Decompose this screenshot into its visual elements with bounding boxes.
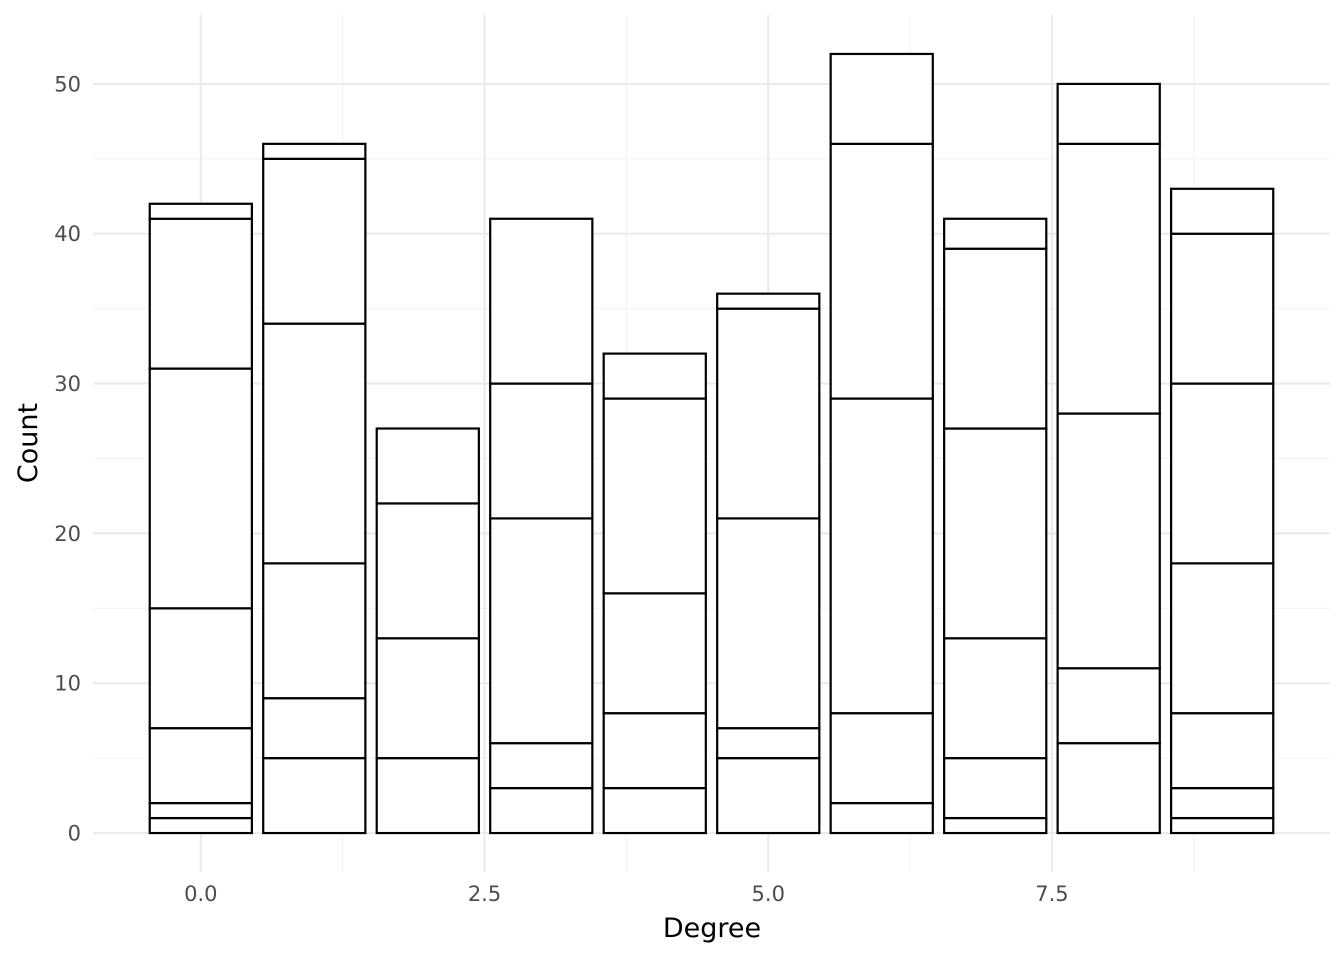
- bar-segment: [1170, 187, 1275, 235]
- bar-segment: [602, 397, 707, 595]
- bar-group: [262, 142, 367, 835]
- bar-segment: [1170, 712, 1275, 790]
- bar-segment: [375, 502, 480, 640]
- bar-segment: [262, 157, 367, 325]
- bar-group: [716, 292, 821, 835]
- bar-segment: [1056, 742, 1161, 835]
- bar-segment: [1170, 816, 1275, 835]
- bar-segment: [148, 202, 253, 220]
- bar-segment: [716, 727, 821, 760]
- bar-segment: [1170, 562, 1275, 715]
- x-tick-label: 0.0: [184, 882, 217, 906]
- bar-segment: [262, 757, 367, 835]
- bar-segment: [943, 637, 1048, 760]
- bar-group: [943, 217, 1048, 835]
- y-tick-label: 0: [68, 822, 81, 846]
- bar-segment: [489, 742, 594, 790]
- bar-segment: [1170, 232, 1275, 385]
- bar-segment: [489, 217, 594, 385]
- y-axis-title: Count: [13, 403, 44, 483]
- bar-group: [375, 427, 480, 835]
- x-tick-label: 7.5: [1035, 882, 1068, 906]
- bar-segment: [716, 757, 821, 835]
- bar-segment: [148, 816, 253, 835]
- y-tick-label: 20: [54, 522, 81, 546]
- bar-segment: [375, 427, 480, 505]
- bar-segment: [262, 322, 367, 565]
- bar-segment: [602, 712, 707, 790]
- bar-segment: [1056, 82, 1161, 145]
- bar-segment: [262, 562, 367, 700]
- bar-group: [829, 52, 934, 835]
- bar-segment: [716, 292, 821, 310]
- y-tick-label: 10: [54, 672, 81, 696]
- bar-segment: [148, 607, 253, 730]
- y-tick-label: 50: [54, 72, 81, 96]
- bar-segment: [1056, 667, 1161, 745]
- bar-segment: [375, 757, 480, 835]
- bar-segment: [148, 727, 253, 805]
- bar-segment: [829, 712, 934, 805]
- y-tick-label: 30: [54, 372, 81, 396]
- bar-segment: [1056, 412, 1161, 670]
- bar-segment: [716, 307, 821, 520]
- bar-segment: [489, 517, 594, 745]
- bar-segment: [148, 367, 253, 610]
- bar-segment: [1170, 786, 1275, 820]
- bars: [148, 52, 1275, 835]
- bar-segment: [148, 801, 253, 820]
- bar-segment: [375, 637, 480, 760]
- bar-segment: [829, 142, 934, 400]
- bar-segment: [943, 757, 1048, 820]
- x-axis-title: Degree: [663, 913, 761, 944]
- bar-segment: [829, 397, 934, 715]
- bar-segment: [602, 352, 707, 400]
- bar-segment: [1170, 382, 1275, 565]
- bar-segment: [829, 52, 934, 145]
- bar-segment: [943, 217, 1048, 250]
- bar-group: [1056, 82, 1161, 835]
- x-axis-tick-labels: 0.0 2.5 5.0 7.5: [184, 882, 1069, 906]
- bar-segment: [943, 247, 1048, 430]
- bar-segment: [943, 427, 1048, 640]
- bar-segment: [489, 382, 594, 520]
- bar-segment: [602, 592, 707, 715]
- x-tick-label: 2.5: [468, 882, 501, 906]
- bar-segment: [602, 786, 707, 835]
- bar-group: [489, 217, 594, 835]
- bar-segment: [829, 801, 934, 835]
- bar-segment: [489, 786, 594, 835]
- bar-segment: [943, 816, 1048, 835]
- y-axis-tick-labels: 0 10 20 30 40 50: [54, 72, 81, 845]
- bar-segment: [716, 517, 821, 730]
- x-tick-label: 5.0: [752, 882, 785, 906]
- bar-segment: [148, 217, 253, 370]
- bar-segment: [262, 142, 367, 160]
- bar-group: [602, 352, 707, 835]
- bar-group: [1170, 187, 1275, 835]
- bar-segment: [1056, 142, 1161, 415]
- bar-segment: [262, 697, 367, 760]
- bar-group: [148, 202, 253, 835]
- y-tick-label: 40: [54, 222, 81, 246]
